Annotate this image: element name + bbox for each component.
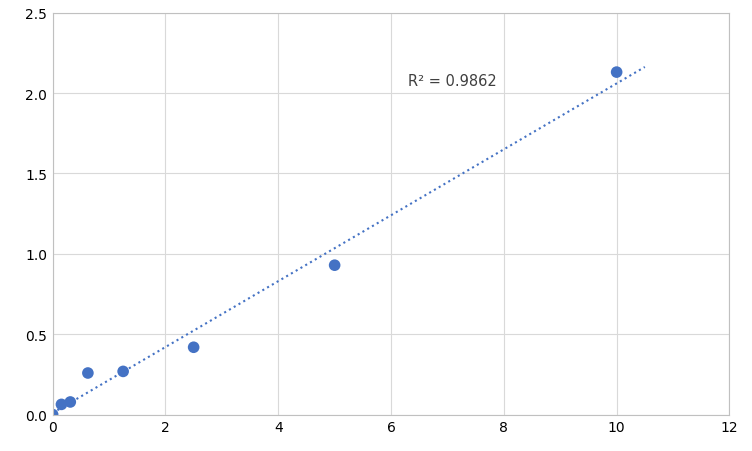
Point (187, 344, 199, 351)
Point (56, 401, 68, 408)
Point (611, 69, 623, 77)
Point (329, 262, 341, 269)
Point (117, 368, 129, 375)
Point (47, 411, 59, 418)
Point (82, 369, 94, 377)
Text: R² = 0.9862: R² = 0.9862 (408, 74, 497, 89)
Point (64, 399, 76, 406)
